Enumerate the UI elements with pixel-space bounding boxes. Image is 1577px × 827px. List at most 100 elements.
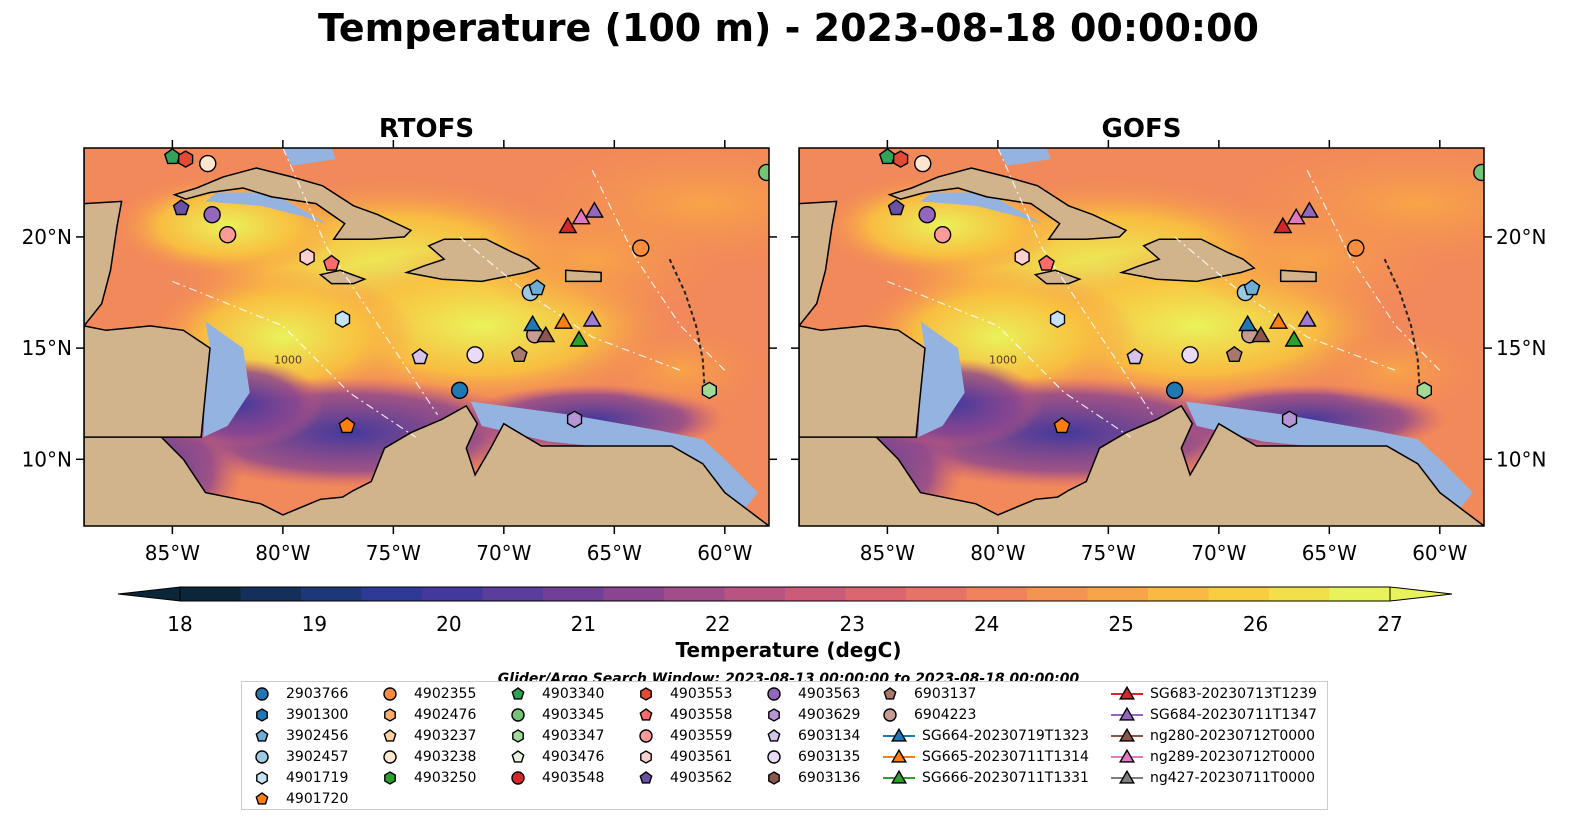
colorbar-bin [664,587,725,601]
land-puertorico [564,269,602,283]
legend-item: 3902456 [254,726,348,746]
colorbar-tick-label: 22 [705,612,730,636]
legend-circle [767,750,781,764]
legend-label: 6903134 [798,728,861,744]
legend-item: 6903136 [766,768,860,788]
legend-marker-icon [255,729,269,742]
legend-pentagon [639,708,653,721]
legend-pentagon [511,687,525,700]
map-frame [798,147,1485,527]
colorbar-bin [301,587,362,601]
land-central [84,148,769,526]
legend-label: 4903558 [670,707,733,723]
legend-label: SG664-20230719T1323 [922,728,1089,744]
obs-marker-18 [701,381,717,400]
land-cuba [172,167,413,240]
legend-item: 4903237 [382,726,476,746]
legend-marker-icon [255,687,269,701]
colorbar-bin [1208,587,1270,601]
obs-marker-26 [536,325,556,343]
obs-marker-3 [172,199,190,216]
obs-marker-5 [218,226,237,244]
obs-marker-0 [878,148,896,165]
lat-tick-label: 10°N [22,447,72,471]
legend-circle [511,771,525,785]
legend-label: ng289-20230712T0000 [1150,749,1315,765]
colorbar-bin [845,587,907,601]
lon-tick-label: 70°W [1191,541,1246,565]
legend-marker-icon [511,708,525,722]
legend-marker-icon [511,771,525,785]
colorbar-bin [422,587,483,601]
legend-label: SG684-20230711T1347 [1150,707,1317,723]
legend-item: ng289-20230712T0000 [1110,747,1315,767]
legend-marker-icon [883,727,915,742]
legend-item: SG664-20230719T1323 [882,726,1089,746]
obs-marker-23 [569,330,589,347]
colorbar-extend-high [1389,586,1453,602]
figure-title: Temperature (100 m) - 2023-08-18 00:00:0… [317,6,1259,50]
colorbar-bin [603,587,665,601]
legend-hexagon [640,687,652,701]
legend-marker-icon [255,792,269,805]
map-panel-rtofs: 1000 85°W 80°W 75°W 70°W 65°W 60°W 20°N 15°N 10°N [22,140,777,565]
colorbar-tick-label: 19 [302,612,327,636]
legend-label: ng280-20230712T0000 [1150,728,1315,744]
lon-tick-label: 75°W [366,541,421,565]
legend-marker-icon [511,750,525,763]
legend-circle [383,750,397,764]
legend-marker-icon [883,769,915,784]
lon-tick-label: 80°W [970,541,1025,565]
colorbar-tick-label: 25 [1108,612,1133,636]
legend-label: SG666-20230711T1331 [922,770,1089,786]
obs-marker-2 [199,154,217,173]
obs-marker-13 [1053,417,1071,434]
legend-hexagon [512,729,524,743]
legend-label: 4903559 [670,728,733,744]
obs-marker-16 [1281,410,1298,429]
legend-circle [383,687,397,701]
land-jamaica [1033,269,1082,285]
map-panel-gofs: 1000 85°W 80°W 75°W 70°W 65°W 60°W 20°N 15°N 10°N [791,140,1546,565]
legend-item: SG683-20230713T1239 [1110,684,1317,704]
legend-circle [255,687,269,701]
legend-triangle [890,769,908,784]
legend-marker-icon [639,729,653,743]
lat-tick-label: 20°N [1496,225,1546,249]
lon-tick-label: 85°W [860,541,915,565]
obs-marker-1 [893,150,909,168]
colorbar-tick-label: 26 [1243,612,1268,636]
obs-marker-16 [566,410,583,429]
legend-marker-icon [383,750,397,764]
colorbar-tick-label: 23 [839,612,864,636]
legend-marker-icon [883,687,897,700]
legend-label: 3902457 [286,749,349,765]
obs-marker-15 [1243,279,1261,296]
legend-hexagon [384,708,396,722]
obs-marker-11 [1225,345,1243,362]
legend-label: 6904223 [914,707,977,723]
obs-marker-12 [450,381,469,400]
legend-label: 4901720 [286,791,349,807]
land-cuba [887,167,1128,240]
obs-marker-6 [299,248,315,266]
land-yucatan [799,200,838,328]
obs-marker-15 [528,279,546,296]
legend-item: 6903137 [882,684,976,704]
contour-label: 1000 [989,354,1017,367]
colorbar-tick-label: 27 [1377,612,1402,636]
legend-item: SG665-20230711T1314 [882,747,1089,767]
obs-marker-11 [510,345,528,362]
legend-pentagon [255,792,269,805]
lat-tick-label: 10°N [1496,447,1546,471]
map-frame [83,147,770,527]
legend-marker-icon [640,750,652,764]
legend-label: 4903340 [542,686,605,702]
legend-marker-icon [767,729,781,742]
contour-label: 1000 [274,354,302,367]
legend-item: 4901720 [254,789,348,809]
legend-item: 4903548 [510,768,604,788]
colorbar: 18 19 20 21 22 23 24 25 26 27 [117,586,1453,636]
legend-marker-icon [767,687,781,701]
